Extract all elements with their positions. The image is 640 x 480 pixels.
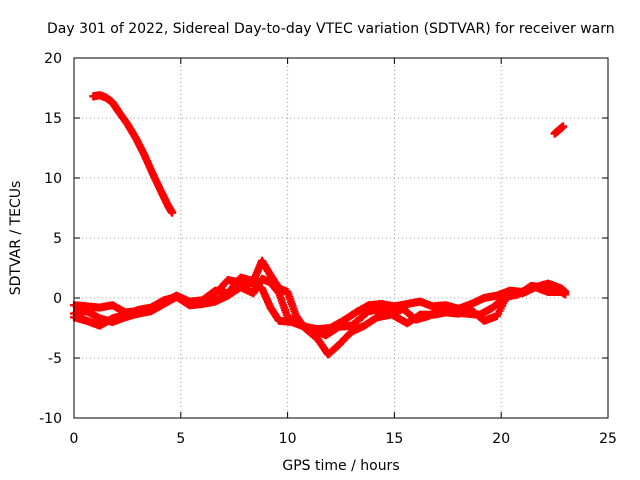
series-track-a xyxy=(89,91,177,217)
x-tick-label: 25 xyxy=(599,431,617,447)
y-tick-label: 5 xyxy=(53,231,62,247)
chart-title: Day 301 of 2022, Sidereal Day-to-day VTE… xyxy=(47,21,615,37)
x-axis-label: GPS time / hours xyxy=(282,458,399,474)
x-tick-label: 5 xyxy=(176,431,185,447)
series-track-e xyxy=(70,274,566,340)
y-axis-label: SDTVAR / TECUs xyxy=(8,181,24,296)
x-tick-label: 0 xyxy=(70,431,79,447)
y-tick-label: 10 xyxy=(44,171,62,187)
axis-ticks: 0 5 10 15 20 25 -10 -5 0 5 10 15 20 xyxy=(39,51,617,447)
x-tick-label: 15 xyxy=(385,431,403,447)
grid xyxy=(74,58,608,418)
data-series-layer xyxy=(70,91,570,359)
x-tick-label: 10 xyxy=(279,431,297,447)
y-tick-label: -5 xyxy=(48,351,62,367)
series-track-b xyxy=(550,122,568,138)
data-point xyxy=(559,122,568,131)
data-point xyxy=(168,208,177,217)
data-point xyxy=(557,288,566,296)
y-tick-label: 0 xyxy=(53,291,62,307)
data-point xyxy=(561,290,570,299)
y-tick-label: -10 xyxy=(39,411,62,427)
y-tick-label: 15 xyxy=(44,111,62,127)
y-tick-label: 20 xyxy=(44,51,62,67)
x-tick-label: 20 xyxy=(492,431,510,447)
